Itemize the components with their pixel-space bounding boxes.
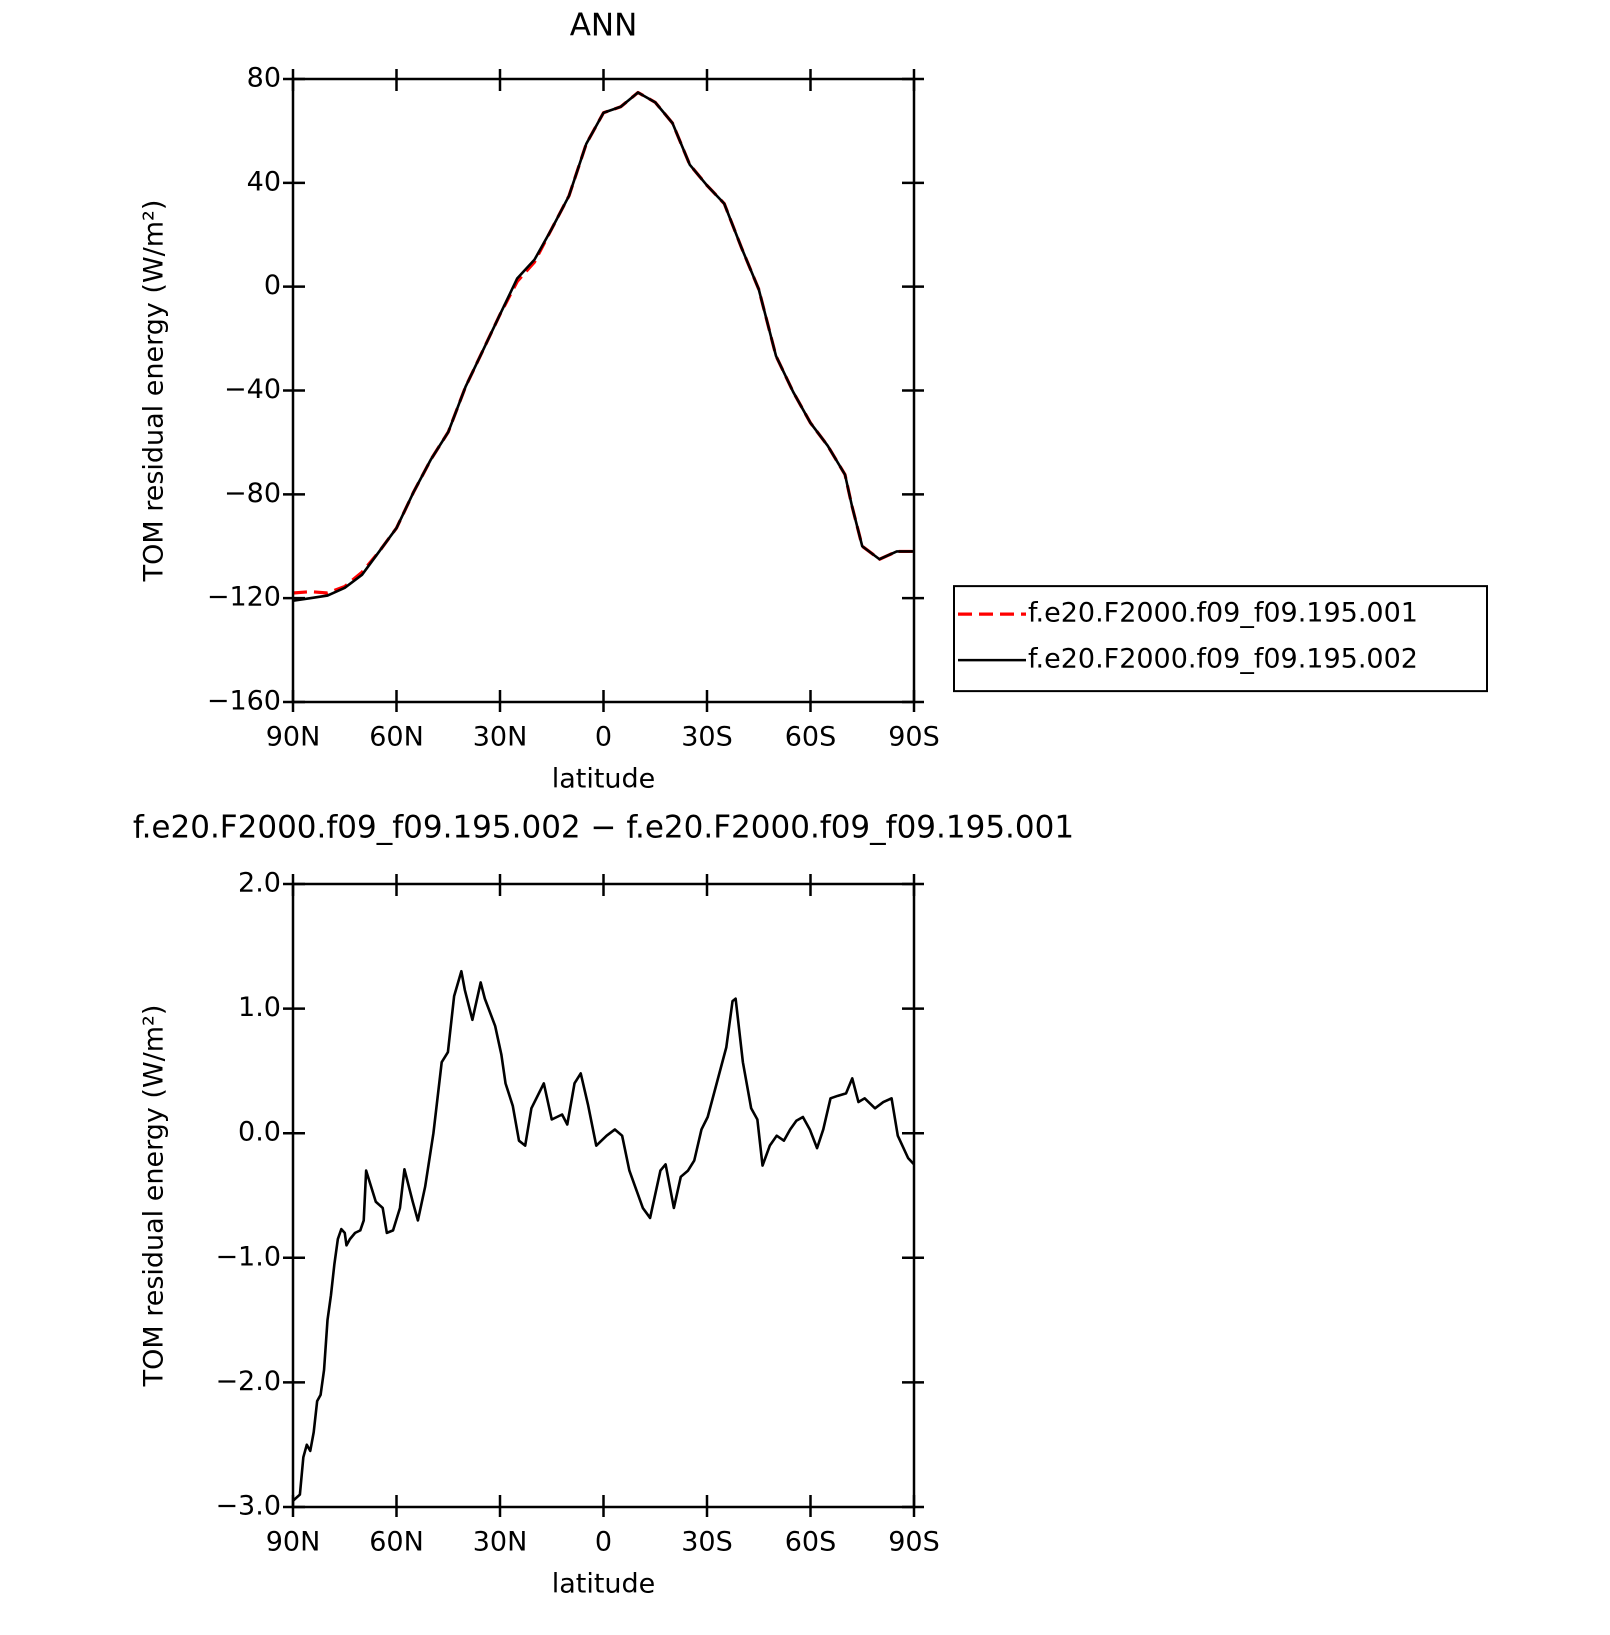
x-tick-label: 90N xyxy=(266,1527,321,1558)
y-tick-label: 40 xyxy=(247,166,281,197)
panel: ANN −160 −120 −80 −40 0 40 80 90N 60N 30N 0 30S 60S 90… xyxy=(139,8,1488,795)
x-tick-label: 0 xyxy=(595,722,612,753)
y-tick-label: 0 xyxy=(264,270,281,301)
x-tick-label: 60N xyxy=(369,722,424,753)
chart-title: f.e20.F2000.f09_f09.195.002 − f.e20.F200… xyxy=(133,810,1074,846)
y-tick-label: −3.0 xyxy=(215,1491,281,1522)
plot-frame xyxy=(291,882,916,1509)
x-tick-label: 30S xyxy=(681,722,733,753)
x-axis-label: latitude xyxy=(552,764,656,795)
x-tick-label: 60S xyxy=(785,722,837,753)
data-line xyxy=(292,969,915,1502)
x-tick-label: 30S xyxy=(681,1527,733,1558)
x-tick-label: 90N xyxy=(266,722,321,753)
y-tick-label: −2.0 xyxy=(215,1366,281,1397)
y-tick-label: 80 xyxy=(247,63,281,94)
data-line xyxy=(292,90,914,595)
y-tick-label: −1.0 xyxy=(215,1241,281,1272)
y-tick-label: 2.0 xyxy=(238,868,281,899)
y-tick-label: −80 xyxy=(224,478,281,509)
y-axis-label: TOM residual energy (W/m²) xyxy=(139,1005,170,1388)
y-tick-label: 1.0 xyxy=(238,992,281,1023)
panel: f.e20.F2000.f09_f09.195.002 − f.e20.F200… xyxy=(133,810,1074,1600)
x-tick-label: 90S xyxy=(888,1527,940,1558)
plot-frame xyxy=(291,77,916,704)
legend-label: f.e20.F2000.f09_f09.195.001 xyxy=(1028,598,1418,629)
legend: f.e20.F2000.f09_f09.195.001 f.e20.F2000.f… xyxy=(953,585,1488,693)
x-tick-label: 60S xyxy=(785,1527,837,1558)
legend-box xyxy=(953,585,1488,693)
x-tick-label: 0 xyxy=(595,1527,612,1558)
x-tick-label: 90S xyxy=(888,722,940,753)
x-tick-label: 60N xyxy=(369,1527,424,1558)
y-tick-label: 0.0 xyxy=(238,1117,281,1148)
y-tick-label: −120 xyxy=(207,582,281,613)
data-line xyxy=(292,91,914,603)
x-axis-label: latitude xyxy=(552,1569,656,1600)
y-tick-label: −40 xyxy=(224,374,281,405)
x-tick-label: 30N xyxy=(473,1527,528,1558)
legend-label: f.e20.F2000.f09_f09.195.002 xyxy=(1028,644,1418,675)
y-tick-label: −160 xyxy=(207,686,281,717)
chart-title: ANN xyxy=(570,8,638,44)
y-axis-label: TOM residual energy (W/m²) xyxy=(139,200,170,583)
x-tick-label: 30N xyxy=(473,722,528,753)
